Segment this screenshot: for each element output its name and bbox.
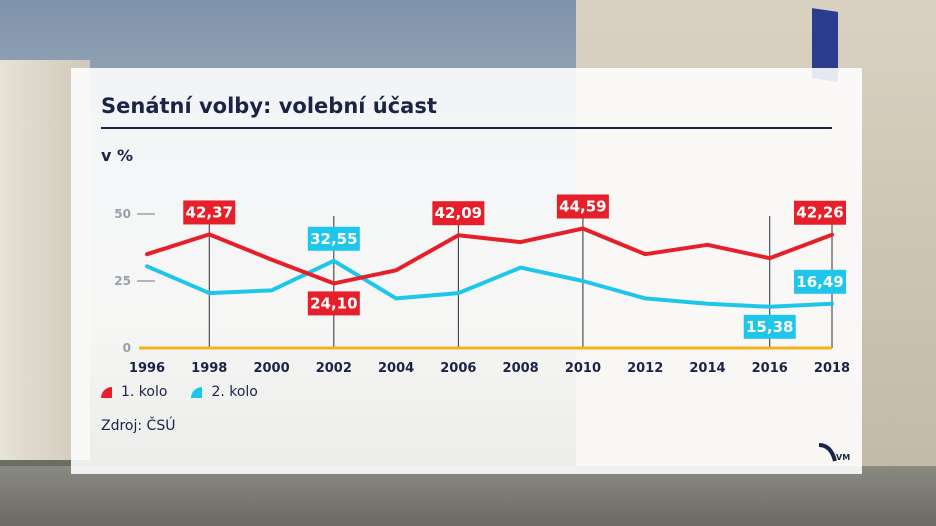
data-label-box <box>556 194 609 219</box>
legend-swatch-series-1 <box>101 386 112 398</box>
chart-card: Senátní volby: volební účast v % 0 25 50 19… <box>71 68 862 474</box>
x-tick-label: 2018 <box>814 361 850 376</box>
x-tick-label: 2006 <box>440 361 476 376</box>
source-note: Zdroj: ČSÚ <box>101 418 176 434</box>
data-label-box <box>307 226 360 251</box>
data-label: 32,55 <box>310 230 357 248</box>
broadcaster-logo-icon <box>818 443 837 462</box>
data-label-box <box>183 200 236 225</box>
data-label: 24,10 <box>310 294 357 312</box>
y-tick-label: 0 <box>123 341 131 355</box>
x-tick-label: 2008 <box>503 361 539 376</box>
x-tick-label: 2000 <box>253 361 289 376</box>
x-tick-label: 2010 <box>565 361 601 376</box>
x-tick-label: 2004 <box>378 361 414 376</box>
data-label: 16,49 <box>796 273 843 291</box>
legend-item-series-1: 1. kolo <box>101 384 167 400</box>
x-tick-label: 2016 <box>752 361 788 376</box>
series-line-1 <box>145 226 834 286</box>
title-rule <box>101 127 832 129</box>
x-tick-label: 2014 <box>689 361 725 376</box>
legend-label-series-1: 1. kolo <box>121 384 168 400</box>
x-tick-label: 1998 <box>191 361 227 376</box>
data-label-box <box>307 291 360 316</box>
legend-label-series-2: 2. kolo <box>211 384 258 400</box>
data-label: 44,59 <box>559 197 606 215</box>
legend-swatch-series-2 <box>191 386 203 398</box>
data-label: 42,37 <box>186 203 233 221</box>
y-tick-label: 25 <box>114 274 131 288</box>
logo-text: VM <box>836 453 851 462</box>
data-label: 42,09 <box>435 204 482 222</box>
legend: 1. kolo 2. kolo <box>101 384 258 400</box>
data-label-box <box>794 200 846 225</box>
data-label-box <box>432 201 485 226</box>
series-line-2 <box>145 258 834 309</box>
x-tick-label: 1996 <box>129 361 165 376</box>
unit-label: v % <box>101 146 134 165</box>
data-label: 15,38 <box>746 318 793 336</box>
y-tick-label: 50 <box>114 207 131 221</box>
x-tick-label: 2002 <box>316 361 352 376</box>
background-ground <box>0 466 936 526</box>
legend-item-series-2: 2. kolo <box>191 384 258 400</box>
data-label: 42,26 <box>796 204 843 222</box>
x-tick-label: 2012 <box>627 361 663 376</box>
data-label-box <box>794 269 846 294</box>
data-label-box <box>743 314 796 339</box>
chart-title: Senátní volby: volební účast <box>101 94 437 118</box>
line-chart: 0 25 50 1996 1998 2000 2002 2004 2006 2008 2010 201… <box>114 194 850 376</box>
